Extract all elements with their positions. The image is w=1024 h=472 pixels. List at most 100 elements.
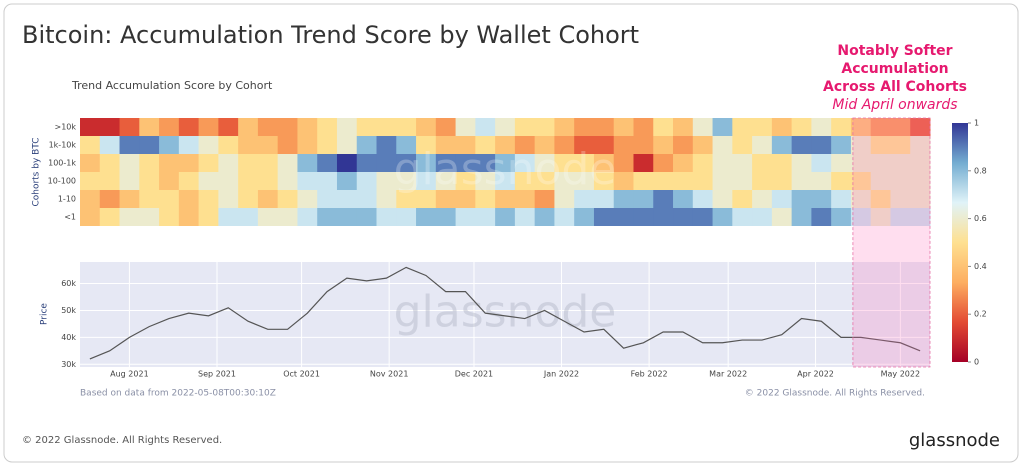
heat-cell [771, 154, 793, 172]
heat-cell [416, 172, 437, 190]
heat-cell [692, 118, 714, 136]
heat-cell [712, 118, 733, 136]
heat-cell [732, 172, 753, 190]
watermark: glassnode [394, 144, 617, 195]
x-tick-label: Dec 2021 [455, 370, 493, 379]
heat-cell [218, 190, 239, 208]
heat-cell [752, 154, 773, 172]
heat-cell [692, 136, 714, 154]
heat-cell [554, 118, 575, 136]
heat-cell [791, 208, 812, 226]
heat-cell [514, 208, 536, 226]
heat-cell [495, 118, 516, 136]
y-tick-label: 30k [61, 360, 76, 369]
heat-cell [139, 190, 160, 208]
heat-cell [514, 136, 536, 154]
heat-cell [99, 172, 121, 190]
heat-cell [514, 154, 536, 172]
heat-cell [396, 136, 417, 154]
heat-cell [811, 172, 832, 190]
annotation: Accumulation [841, 61, 948, 77]
heat-cell [119, 190, 140, 208]
heat-cell [139, 118, 160, 136]
heat-cell [396, 118, 417, 136]
heat-cell [178, 136, 200, 154]
heat-cell [633, 172, 654, 190]
heat-cell [613, 208, 634, 226]
heat-cell [376, 136, 397, 154]
heat-cell [317, 136, 338, 154]
heat-cell [712, 172, 733, 190]
heat-cell [910, 208, 931, 226]
heat-cell [653, 208, 674, 226]
colorbar-tick-label: 0.6 [974, 214, 987, 223]
heat-cell [336, 154, 358, 172]
heat-cell [791, 172, 812, 190]
heat-cell [455, 136, 476, 154]
heat-cell [198, 154, 219, 172]
heat-cell [692, 208, 714, 226]
heat-cell [336, 208, 358, 226]
heat-cell [771, 208, 793, 226]
heat-cell [297, 208, 318, 226]
heat-cell [910, 118, 931, 136]
heat-cell [831, 118, 852, 136]
x-tick-label: Nov 2021 [370, 370, 409, 379]
heat-cell [811, 190, 832, 208]
heat-cell [99, 154, 121, 172]
heat-cell [673, 118, 694, 136]
heat-cell [593, 154, 615, 172]
heat-cell [732, 136, 753, 154]
heat-cell [495, 208, 516, 226]
x-tick-label: Jan 2022 [543, 370, 579, 379]
heat-cell [356, 172, 378, 190]
heat-cell [910, 136, 931, 154]
heat-cell [376, 172, 397, 190]
heat-cell [198, 208, 219, 226]
heat-cell [692, 190, 714, 208]
heat-cell [870, 118, 891, 136]
heat-cell [317, 118, 338, 136]
heat-cell [771, 190, 793, 208]
y-tick-label: 1-10 [58, 195, 76, 204]
heat-cell [435, 154, 457, 172]
heat-cell [198, 190, 219, 208]
heat-cell [238, 172, 259, 190]
heat-cell [890, 172, 911, 190]
heat-cell [771, 118, 793, 136]
heat-cell [514, 190, 536, 208]
heat-cell [139, 208, 160, 226]
heat-cell [475, 172, 496, 190]
heat-cell [613, 172, 634, 190]
heat-cell [811, 136, 832, 154]
heat-cell [514, 118, 536, 136]
colorbar-tick-label: 0.4 [974, 262, 987, 271]
heat-cell [238, 208, 259, 226]
heat-cell [277, 136, 298, 154]
heat-cell [198, 118, 219, 136]
heat-cell [80, 172, 101, 190]
heat-cell [435, 136, 457, 154]
heat-cell [712, 190, 733, 208]
heat-cell [257, 208, 279, 226]
heat-cell [455, 190, 476, 208]
y-tick-label: 60k [61, 279, 76, 288]
y-tick-label: >10k [54, 123, 76, 132]
heat-cell [495, 190, 516, 208]
heat-cell [396, 154, 417, 172]
x-tick-label: May 2022 [881, 370, 920, 379]
heat-cell [396, 208, 417, 226]
footer-logo: glassnode [909, 430, 1000, 451]
heat-cell [574, 208, 595, 226]
heat-cell [534, 154, 555, 172]
heat-cell [554, 208, 575, 226]
heat-cell [613, 154, 634, 172]
heat-cell [554, 136, 575, 154]
heat-cell [771, 172, 793, 190]
heat-cell [277, 172, 298, 190]
y-axis-label: Price [40, 303, 50, 325]
heat-cell [870, 136, 891, 154]
heat-cell [534, 136, 555, 154]
heat-cell [80, 208, 101, 226]
heat-cell [791, 136, 812, 154]
